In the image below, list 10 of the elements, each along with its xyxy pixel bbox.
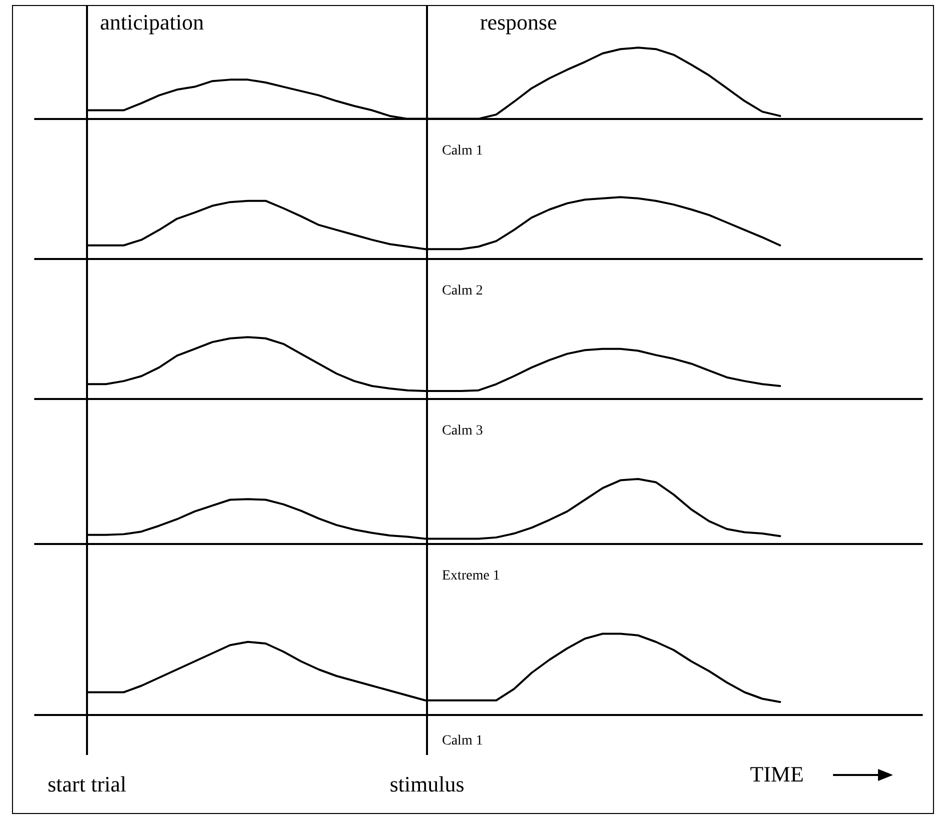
- text: anticipation: [100, 10, 204, 34]
- text: stimulus: [390, 772, 464, 796]
- text: response: [480, 10, 557, 34]
- text: Calm 3: [442, 424, 483, 438]
- text: Calm 2: [442, 284, 483, 298]
- x-axis-title: TIME: [750, 762, 804, 786]
- text: start trial: [48, 772, 126, 796]
- text: Extreme 1: [442, 568, 500, 584]
- text: Calm 1: [442, 144, 483, 158]
- text: Calm 1: [442, 734, 483, 748]
